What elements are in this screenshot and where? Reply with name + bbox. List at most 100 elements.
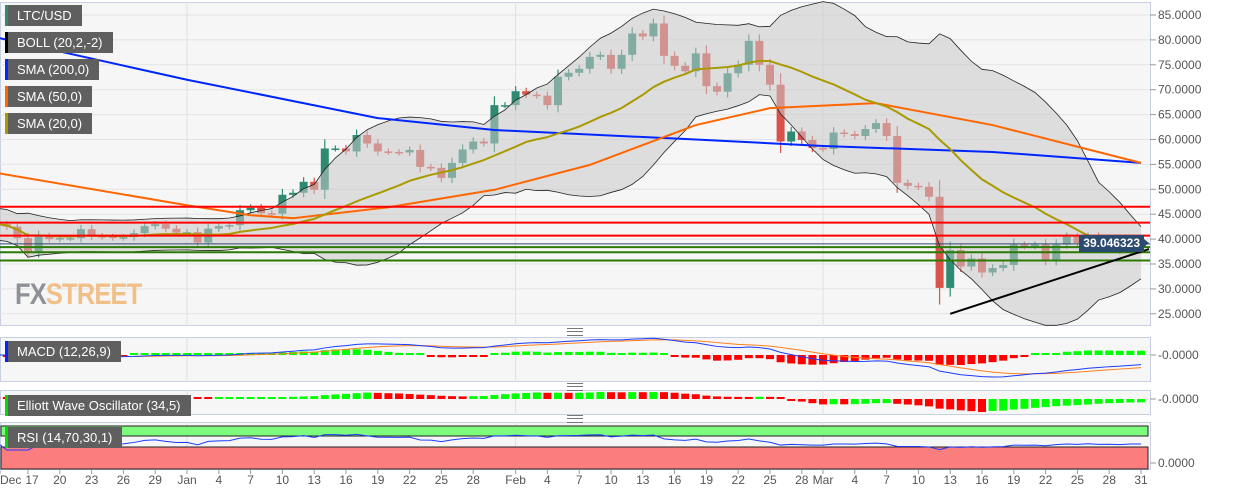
ewo-histogram-bar — [935, 399, 944, 409]
ewo-histogram-bar — [1031, 399, 1039, 408]
ewo-histogram-bar — [479, 395, 488, 399]
macd-histogram-bar — [787, 355, 796, 364]
ewo-histogram-bar — [691, 394, 700, 399]
ewo-histogram-bar — [766, 396, 774, 399]
x-axis-tick-label: 26 — [117, 473, 131, 487]
x-axis-tick-label: 22 — [1039, 473, 1053, 487]
bollinger-band-fill — [0, 1, 1141, 326]
ewo-histogram-bar — [797, 399, 806, 402]
ewo-histogram-bar — [967, 399, 976, 412]
macd-histogram-bar — [649, 352, 658, 355]
macd-histogram-bar — [872, 355, 880, 359]
ewo-histogram-bar — [702, 395, 711, 399]
macd-label[interactable]: MACD (12,26,9) — [5, 341, 121, 362]
macd-histogram-bar — [1009, 355, 1018, 359]
macd-histogram-bar — [161, 353, 170, 355]
macd-histogram-bar — [1073, 351, 1082, 355]
x-axis-tick-label: 10 — [276, 473, 290, 487]
macd-histogram-bar — [628, 352, 637, 355]
candle-body — [246, 207, 255, 211]
macd-histogram-bar — [691, 355, 700, 358]
x-axis-tick-label: 10 — [912, 473, 926, 487]
x-axis-tick-label: 31 — [1134, 473, 1148, 487]
rsi-resize-handle[interactable] — [567, 415, 583, 423]
legend-boll[interactable]: BOLL (20,2,-2) — [5, 32, 113, 53]
macd-histogram-bar — [893, 355, 902, 360]
macd-histogram-bar — [130, 353, 138, 355]
legend-sma200-label: SMA (200,0) — [17, 62, 90, 77]
macd-histogram-bar — [299, 351, 308, 355]
legend-sma20[interactable]: SMA (20,0) — [5, 113, 93, 134]
legend-sma20-label: SMA (20,0) — [17, 116, 83, 131]
x-axis-tick-label: 13 — [944, 473, 958, 487]
macd-histogram-bar — [903, 355, 912, 361]
ewo-histogram-bar — [946, 399, 955, 410]
x-axis-tick-label: 4 — [544, 473, 551, 487]
macd-histogram-bar — [702, 355, 711, 360]
ewo-axis-label: -0.0000 — [1158, 392, 1199, 406]
ewo-histogram-bar — [1137, 399, 1145, 403]
ewo-histogram-bar — [289, 396, 297, 399]
ewo-histogram-bar — [564, 392, 573, 399]
legend-sma50-label: SMA (50,0) — [17, 89, 83, 104]
macd-histogram-bar — [914, 355, 923, 361]
ewo-histogram-bar — [395, 393, 403, 399]
candle-body — [331, 148, 340, 150]
macd-histogram-bar — [999, 355, 1008, 361]
x-axis-tick-label: 4 — [215, 473, 222, 487]
macd-histogram-bar — [405, 353, 414, 355]
macd-histogram-bar — [744, 355, 753, 359]
ewo-histogram-bar — [1020, 399, 1029, 409]
ewo-resize-handle[interactable] — [567, 383, 583, 391]
candle-body — [501, 105, 509, 107]
ewo-histogram-bar — [755, 396, 764, 399]
legend-sma50[interactable]: SMA (50,0) — [5, 86, 93, 107]
ewo-histogram-bar — [384, 393, 393, 399]
rsi-label[interactable]: RSI (14,70,30,1) — [5, 427, 123, 448]
macd-histogram-bar — [1062, 351, 1071, 355]
ewo-histogram-bar — [554, 392, 562, 399]
ewo-histogram-bar — [426, 395, 435, 399]
ewo-histogram-bar — [267, 397, 276, 399]
ewo-label[interactable]: Elliott Wave Oscillator (34,5) — [5, 395, 191, 416]
ewo-histogram-bar — [670, 392, 679, 399]
macd-resize-handle[interactable] — [567, 328, 583, 336]
ewo-histogram-bar — [819, 399, 827, 405]
ewo-histogram-bar — [607, 392, 615, 399]
ewo-histogram-bar — [850, 399, 859, 405]
candle — [501, 102, 509, 109]
x-axis-tick-label: 10 — [604, 473, 618, 487]
legend-sma200[interactable]: SMA (200,0) — [5, 59, 100, 80]
legend-symbol[interactable]: LTC/USD — [5, 5, 82, 26]
x-axis-tick-label: Mar — [813, 473, 834, 487]
macd-histogram-bar — [882, 355, 891, 358]
macd-histogram-bar — [151, 353, 160, 355]
legend-color-swatch — [5, 395, 8, 416]
y-axis-tick-label: 40.0000 — [1158, 232, 1202, 246]
macd-histogram-bar — [850, 355, 859, 361]
ewo-histogram-bar — [882, 399, 891, 404]
x-axis-tick-label: Feb — [505, 473, 526, 487]
ewo-histogram-bar — [405, 393, 414, 399]
x-axis-tick-label: 7 — [247, 473, 254, 487]
ewo-histogram-bar — [458, 396, 467, 399]
ewo-histogram-bar — [776, 397, 785, 399]
macd-histogram-bar — [214, 353, 223, 355]
macd-histogram-bar — [1126, 350, 1135, 355]
macd-histogram-bar — [426, 355, 435, 357]
macd-histogram-bar — [585, 351, 594, 355]
ewo-histogram-bar — [893, 399, 902, 404]
macd-histogram-bar — [490, 353, 499, 355]
ewo-histogram-bar — [723, 396, 732, 399]
macd-label-text: MACD (12,26,9) — [17, 344, 111, 359]
ewo-histogram-bar — [956, 399, 965, 411]
ewo-histogram-bar — [236, 397, 244, 399]
x-axis-tick-label: 19 — [1007, 473, 1021, 487]
legend-color-swatch — [5, 341, 8, 362]
macd-histogram-bar — [204, 353, 213, 355]
macd-histogram-bar — [861, 355, 870, 360]
macd-histogram-bar — [734, 355, 743, 360]
macd-histogram-bar — [246, 352, 255, 355]
macd-histogram-bar — [660, 353, 668, 355]
